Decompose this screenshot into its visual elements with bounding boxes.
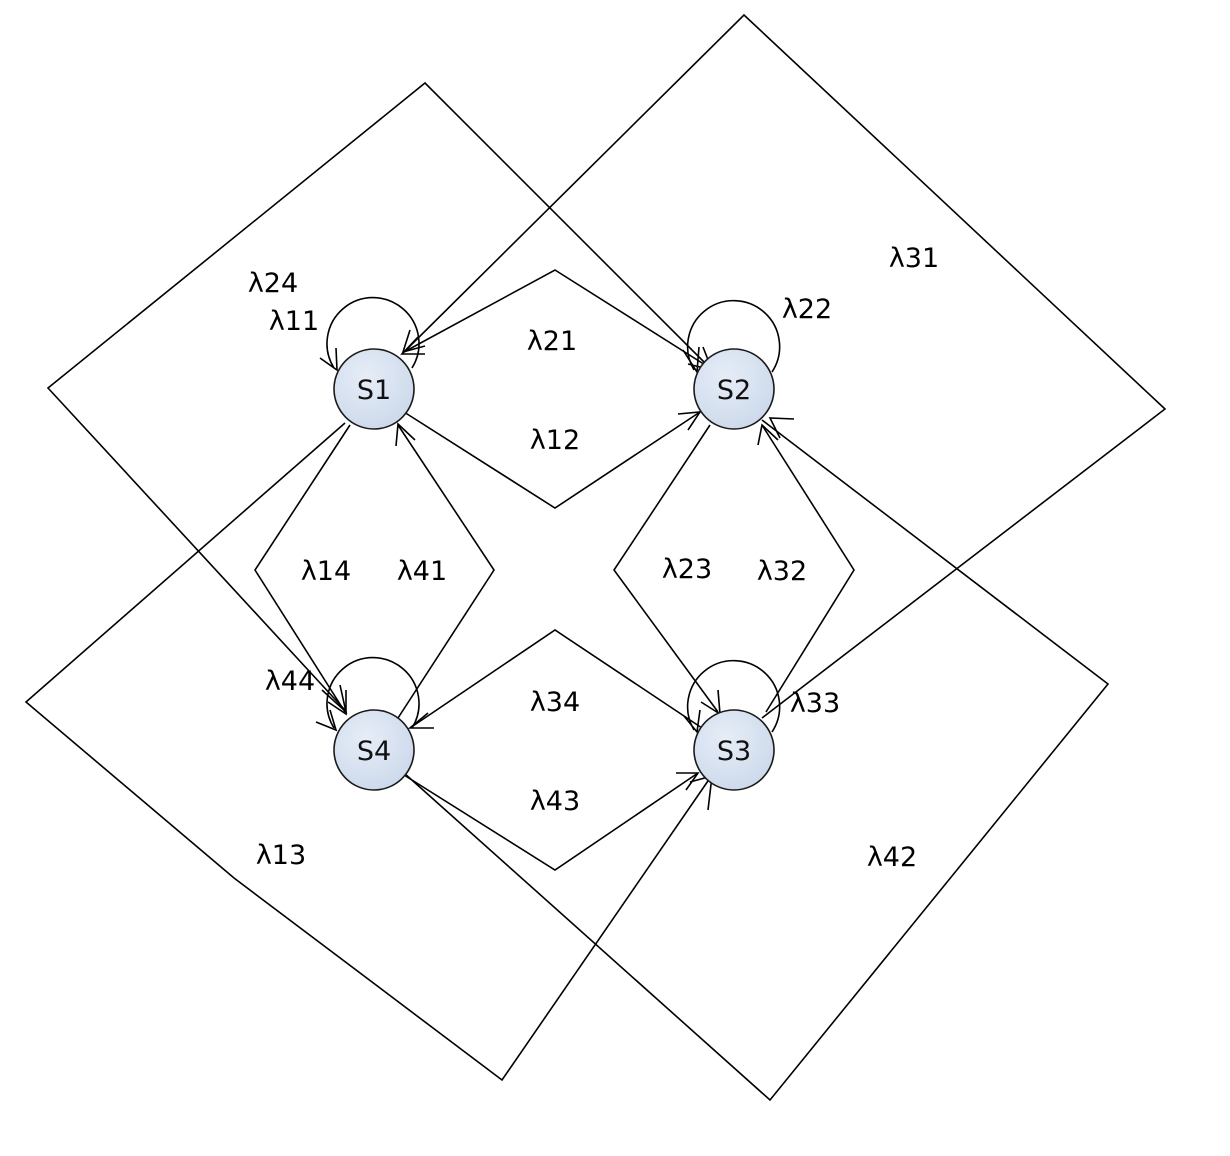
edge-label-l13: λ13	[256, 840, 306, 871]
node-s1-circle	[333, 348, 415, 430]
edge-label-l21: λ21	[527, 326, 577, 357]
edge-l21	[403, 269, 711, 369]
edge-l42	[403, 419, 1110, 1102]
edge-l14	[254, 424, 351, 713]
arrowhead-l33	[683, 709, 701, 734]
node-s4-circle	[333, 709, 415, 791]
edge-l23	[613, 424, 719, 713]
arrowhead-l44	[315, 709, 338, 732]
node-s2-label: S2	[717, 375, 751, 406]
node-s1-label: S1	[357, 375, 391, 406]
arrowhead-l31	[401, 329, 426, 354]
arrowhead-l43	[676, 772, 700, 791]
edge-l12	[403, 411, 701, 509]
arrowhead-l14	[327, 690, 347, 716]
edge-l24	[46, 81, 711, 711]
edge-label-l31: λ31	[889, 243, 939, 274]
arrowhead-l41	[395, 422, 416, 447]
edge-label-l44: λ44	[265, 666, 315, 697]
arrowhead-l21	[400, 336, 425, 355]
arrowhead-l34	[407, 712, 434, 729]
edge-label-l33: λ33	[790, 688, 840, 719]
edge-label-l42: λ42	[867, 842, 917, 873]
edge-l44	[326, 656, 420, 729]
edge-label-l11: λ11	[269, 306, 319, 337]
edge-l31	[403, 13, 1167, 719]
edge-label-l34: λ34	[530, 687, 580, 718]
edge-labels: λ11 λ12 λ13 λ14 λ21 λ22 λ23 λ24 λ31 λ32 λ33 λ34 λ41 λ…	[248, 243, 939, 873]
edge-l11	[326, 296, 420, 369]
edge-label-l43: λ43	[530, 786, 580, 817]
edge-label-l14: λ14	[301, 556, 351, 587]
edge-l43	[403, 772, 699, 871]
state-nodes: S1 S2 S3 S4	[333, 348, 775, 791]
edge-l22	[686, 299, 781, 373]
edge-l13	[24, 422, 711, 1082]
arrowhead-l12	[677, 411, 702, 431]
node-s4-label: S4	[357, 736, 391, 767]
edge-l33	[686, 659, 781, 733]
edge-label-l41: λ41	[397, 556, 447, 587]
arrowhead-l42	[768, 417, 795, 439]
edge-label-l23: λ23	[662, 554, 712, 585]
edge-l41	[397, 424, 495, 719]
edge-label-l12: λ12	[530, 425, 580, 456]
arrowhead-l24b	[321, 684, 348, 715]
node-s3-label: S3	[717, 736, 751, 767]
arrowhead-l32	[757, 423, 779, 446]
transition-edges	[24, 13, 1167, 1102]
node-s2-circle	[693, 348, 775, 430]
edge-label-l22: λ22	[782, 294, 832, 325]
edge-label-l32: λ32	[757, 556, 807, 587]
arrowhead-l11	[319, 347, 338, 372]
edge-label-l24: λ24	[248, 268, 298, 299]
edge-l34	[409, 629, 706, 731]
node-s3-circle	[693, 709, 775, 791]
edge-l32	[761, 424, 855, 713]
